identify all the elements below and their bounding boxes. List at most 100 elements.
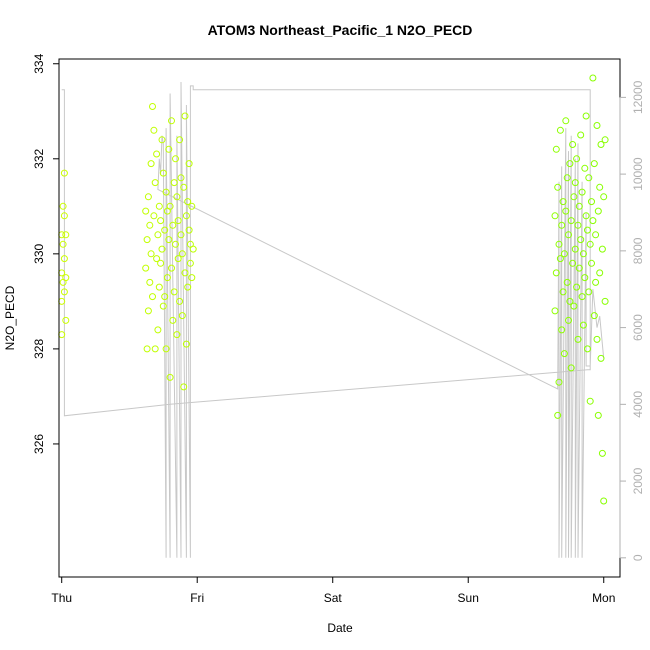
data-point [161, 293, 169, 301]
data-point [567, 217, 575, 225]
data-point [147, 250, 155, 258]
data-point [168, 117, 175, 125]
data-point [582, 212, 590, 220]
data-point [565, 316, 572, 324]
data-point [562, 207, 570, 215]
data-point [149, 293, 156, 301]
data-point [62, 274, 70, 282]
data-point [590, 312, 598, 320]
data-point [565, 231, 572, 239]
data-point [62, 231, 70, 239]
data-point [143, 345, 151, 353]
plot-border [58, 58, 621, 578]
data-point [58, 297, 66, 305]
data-point [569, 259, 577, 267]
data-point [592, 278, 600, 286]
data-point [582, 112, 590, 120]
data-point [563, 278, 571, 286]
data-point [154, 326, 162, 334]
data-point [146, 221, 154, 229]
data-point [170, 179, 178, 187]
data-point [163, 274, 171, 282]
data-point [185, 226, 193, 234]
data-point [579, 321, 587, 329]
data-point [573, 283, 581, 291]
x-tick-label: Thu [51, 591, 72, 605]
data-point [155, 202, 163, 210]
data-point [575, 202, 583, 210]
data-point [588, 259, 595, 267]
data-point [593, 122, 601, 129]
data-point [59, 202, 67, 210]
data-point [554, 411, 562, 419]
data-point [182, 212, 190, 220]
data-point [562, 117, 570, 125]
data-point [173, 193, 181, 201]
data-point [178, 312, 186, 320]
data-point [166, 202, 174, 210]
data-point [153, 255, 161, 263]
y2-tick-label: 8000 [631, 237, 645, 264]
axes-layer: Thu Fri Sat Sun Mon 326 328 330 332 334 0 2000 4000 6… [32, 53, 645, 605]
y2-tick-label: 2000 [631, 467, 645, 494]
data-point [597, 141, 605, 148]
data-point [559, 198, 567, 206]
data-point [570, 302, 578, 310]
data-point [588, 198, 595, 206]
data-point [60, 288, 68, 296]
data-point [143, 236, 151, 244]
x-tick-label: Sat [324, 591, 343, 605]
data-point [151, 179, 159, 187]
data-point [598, 245, 606, 253]
data-point [180, 383, 188, 391]
data-point [157, 217, 165, 225]
y-tick-label: 330 [32, 244, 46, 264]
data-point [184, 198, 192, 206]
data-point [594, 411, 602, 419]
data-point [596, 183, 604, 191]
data-point [169, 316, 177, 324]
data-point [596, 269, 604, 277]
data-point [569, 141, 577, 148]
data-point [597, 354, 605, 362]
data-point [586, 240, 594, 248]
data-point [142, 264, 150, 272]
data-point [585, 288, 593, 296]
data-point [185, 160, 193, 168]
data-point [578, 188, 586, 196]
data-point [594, 207, 602, 215]
data-point [601, 136, 609, 144]
data-point [558, 326, 566, 334]
data-point [186, 259, 194, 267]
data-point [584, 345, 591, 353]
data-point [586, 397, 594, 405]
data-point [172, 240, 179, 248]
data-point [181, 269, 189, 277]
data-point [555, 378, 563, 386]
data-point [157, 259, 165, 267]
data-point [173, 331, 181, 339]
data-point [551, 307, 559, 315]
data-point [59, 240, 67, 248]
data-point [149, 103, 156, 110]
data-point [575, 264, 583, 272]
data-point [598, 449, 606, 457]
data-point [58, 331, 66, 339]
data-points-layer [58, 74, 609, 505]
data-point [567, 364, 575, 372]
data-point [552, 269, 560, 277]
data-point [554, 183, 562, 191]
data-point [574, 221, 582, 229]
data-point [189, 245, 197, 253]
data-point [578, 293, 586, 301]
x-tick-label: Fri [190, 591, 204, 605]
y2-tick-label: 6000 [631, 314, 645, 341]
data-point [150, 212, 158, 220]
data-point [560, 250, 568, 258]
altitude-line [61, 81, 605, 558]
data-point [600, 193, 608, 201]
x-tick-label: Mon [592, 591, 615, 605]
data-point [577, 131, 585, 139]
data-point [165, 236, 173, 244]
